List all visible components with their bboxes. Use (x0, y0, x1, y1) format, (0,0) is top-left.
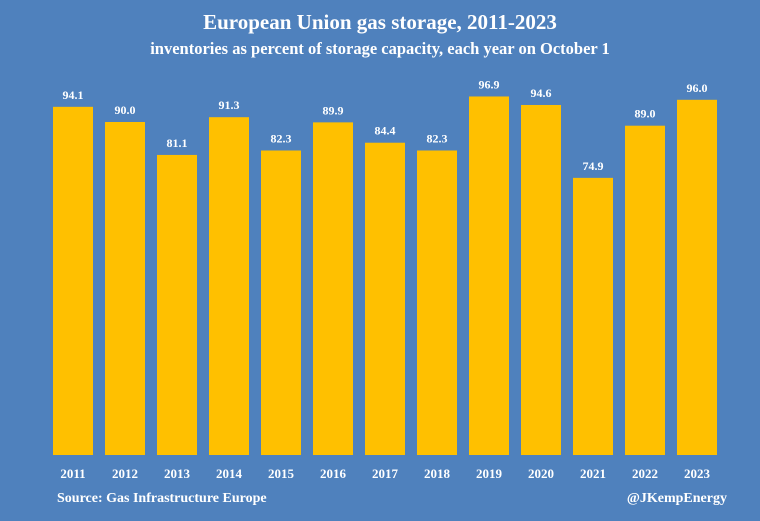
x-tick-2011: 2011 (60, 466, 85, 481)
credit-handle: @JKempEnergy (626, 491, 727, 506)
chart-title: European Union gas storage, 2011-2023 (203, 10, 557, 34)
value-label-2015: 82.3 (271, 131, 292, 145)
bar-2021 (573, 177, 613, 455)
x-tick-2013: 2013 (164, 466, 191, 481)
chart-subtitle: inventories as percent of storage capaci… (150, 39, 610, 58)
x-tick-2020: 2020 (528, 466, 554, 481)
x-tick-2015: 2015 (268, 466, 295, 481)
value-label-2019: 96.9 (479, 77, 500, 91)
bar-2012 (105, 122, 145, 455)
value-label-2020: 94.6 (531, 86, 552, 100)
bar-2017 (365, 142, 405, 455)
x-tick-2012: 2012 (112, 466, 138, 481)
x-tick-2016: 2016 (320, 466, 347, 481)
source-note: Source: Gas Infrastructure Europe (57, 491, 267, 506)
bar-2011 (53, 106, 93, 455)
x-tick-2014: 2014 (216, 466, 243, 481)
value-label-2013: 81.1 (167, 136, 188, 150)
value-label-2017: 84.4 (375, 124, 396, 138)
bar-2020 (521, 104, 561, 455)
value-label-2022: 89.0 (635, 107, 656, 121)
bar-2023 (677, 99, 717, 456)
bar-2014 (209, 117, 249, 455)
value-label-2016: 89.9 (323, 103, 344, 117)
value-label-2023: 96.0 (687, 81, 708, 95)
value-label-2012: 90.0 (115, 103, 136, 117)
bar-2016 (313, 122, 353, 456)
x-tick-2017: 2017 (372, 466, 399, 481)
bar-2013 (157, 154, 197, 455)
value-label-2018: 82.3 (427, 131, 448, 145)
x-tick-2023: 2023 (684, 466, 711, 481)
x-tick-2022: 2022 (632, 466, 658, 481)
x-tick-2019: 2019 (476, 466, 503, 481)
bar-2019 (469, 96, 509, 455)
value-label-2014: 91.3 (219, 98, 240, 112)
value-label-2011: 94.1 (63, 88, 84, 102)
x-tick-2018: 2018 (424, 466, 451, 481)
bar-2015 (261, 150, 301, 456)
value-label-2021: 74.9 (583, 159, 604, 173)
x-tick-2021: 2021 (580, 466, 606, 481)
bar-2018 (417, 150, 457, 456)
bar-2022 (625, 125, 665, 455)
